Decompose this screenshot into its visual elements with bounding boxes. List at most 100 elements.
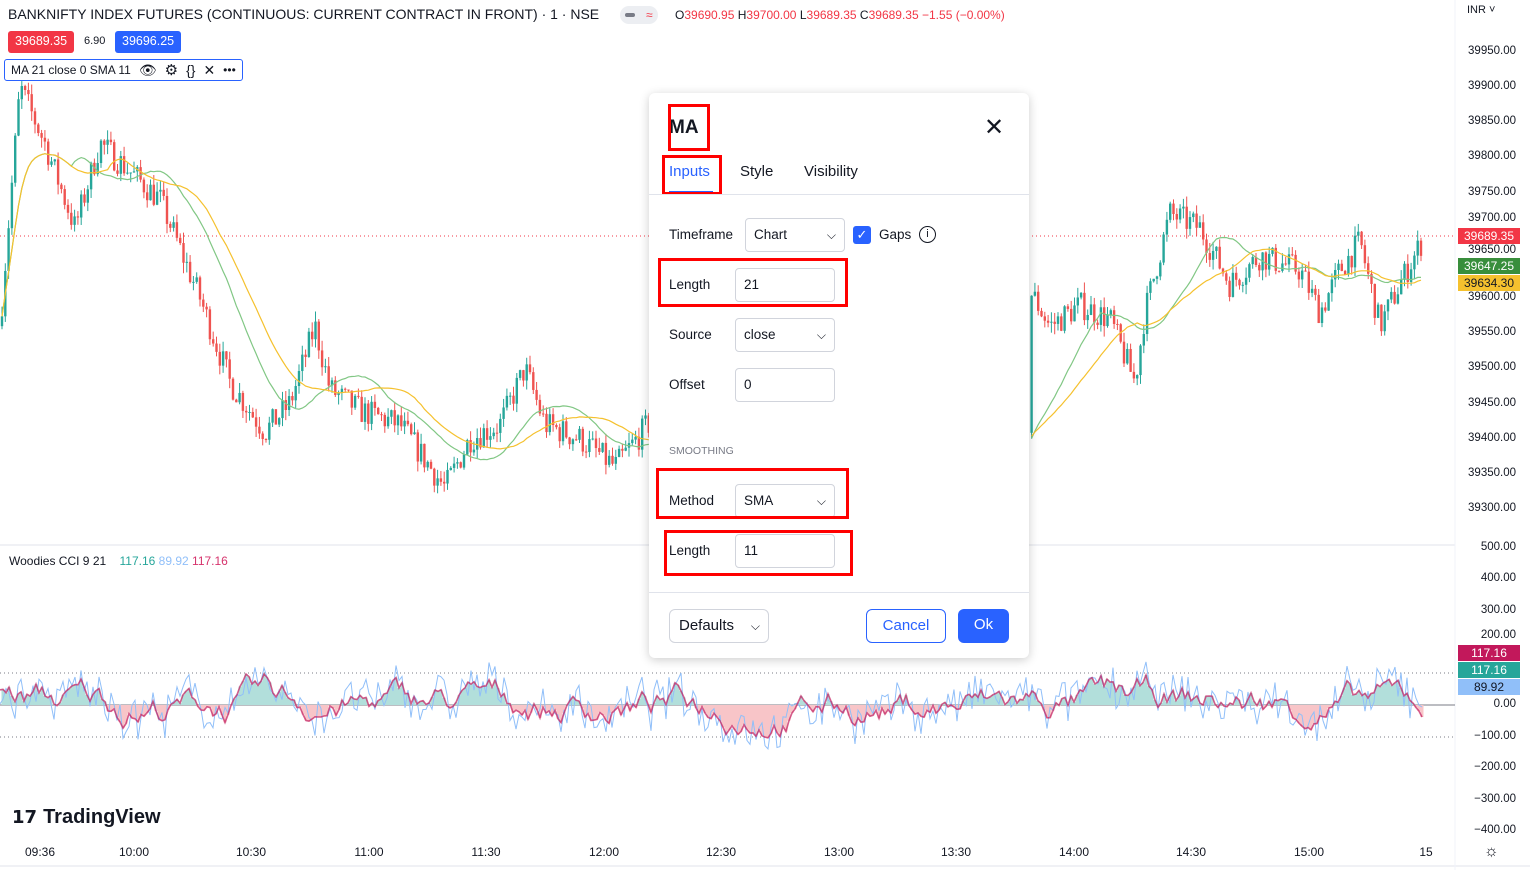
cci-histogram-bar <box>427 702 431 705</box>
candle-body <box>1073 305 1076 322</box>
cci-histogram-bar <box>1378 686 1382 705</box>
candle-body <box>1152 278 1155 282</box>
cci-histogram-bar <box>874 705 878 711</box>
cci-histogram-bar <box>1174 700 1178 705</box>
cci-histogram-bar <box>886 705 890 710</box>
candle-body <box>357 395 360 397</box>
tradingview-logo[interactable]: 𝟭𝟳 TradingView <box>12 806 161 828</box>
currency-select[interactable]: INR ˅ <box>1467 4 1496 16</box>
buy-button[interactable]: 39696.25 <box>115 31 182 53</box>
tab-inputs[interactable]: Inputs <box>669 163 710 180</box>
cci-histogram-bar <box>1324 705 1328 718</box>
settings-icon[interactable]: ☼ <box>1484 843 1499 860</box>
wave-icon: ≈ <box>646 8 653 22</box>
cci-histogram-bar <box>250 684 254 705</box>
cci-histogram-bar <box>1120 686 1124 705</box>
candle-body <box>1040 310 1043 317</box>
cci-histogram-bar <box>1327 705 1331 709</box>
visibility-toggle[interactable]: ≈ <box>620 6 658 24</box>
cancel-button[interactable]: Cancel <box>866 609 946 643</box>
cci-histogram-bar <box>382 693 386 705</box>
candle-body <box>1353 235 1357 268</box>
cci-histogram-bar <box>394 677 398 705</box>
cci-histogram-bar <box>142 705 146 717</box>
candle-body <box>1238 279 1241 286</box>
candle-body <box>598 448 601 452</box>
cci-histogram-bar <box>235 694 239 705</box>
cci-histogram-bar <box>553 705 557 711</box>
cci-histogram-bar <box>1393 682 1397 705</box>
timeframe-select[interactable]: Chart ⌵ <box>745 218 845 252</box>
candle-body <box>459 462 462 468</box>
cci-histogram-bar <box>460 690 464 705</box>
cci-histogram-bar <box>1126 695 1130 705</box>
candle-body <box>1053 321 1056 324</box>
info-icon[interactable]: i <box>919 226 936 243</box>
symbol-title[interactable]: BANKNIFTY INDEX FUTURES (CONTINUOUS: CUR… <box>8 6 600 22</box>
candle-body <box>1396 294 1400 304</box>
candle-body <box>1363 245 1367 264</box>
cci-histogram-bar <box>400 682 404 705</box>
candle-body <box>410 424 413 435</box>
candle-body <box>50 161 53 165</box>
cci-histogram-bar <box>115 705 119 718</box>
braces-icon[interactable]: {} <box>186 62 196 78</box>
sell-button[interactable]: 39689.35 <box>8 31 75 53</box>
candle-body <box>1274 247 1277 271</box>
close-icon[interactable]: ✕ <box>203 61 216 78</box>
cci-histogram-bar <box>355 699 359 705</box>
candle-body <box>1178 208 1182 220</box>
tab-visibility[interactable]: Visibility <box>804 163 858 180</box>
offset-input[interactable]: 0 <box>735 368 835 402</box>
cci-histogram-bar <box>910 705 914 711</box>
cci-histogram-bar <box>991 694 995 705</box>
smoothing-length-input[interactable]: 11 <box>735 534 835 568</box>
cci-histogram-bar <box>862 705 866 722</box>
length-input[interactable]: 21 <box>735 268 835 302</box>
candle-body <box>1403 263 1406 280</box>
defaults-button[interactable]: Defaults ⌵ <box>669 609 769 643</box>
close-icon[interactable]: ✕ <box>984 114 1005 141</box>
indicator-legend[interactable]: MA 21 close 0 SMA 11 👁 ⚙ {} ✕ ••• <box>4 59 243 81</box>
source-select[interactable]: close ⌵ <box>735 318 835 352</box>
cci-legend[interactable]: Woodies CCI 9 21 117.16 89.92 117.16 <box>9 554 228 568</box>
candle-body <box>1089 304 1093 315</box>
gear-icon[interactable]: ⚙ <box>164 62 179 79</box>
candle-body <box>1241 284 1244 286</box>
cci-histogram-bar <box>70 685 74 705</box>
candle-body <box>522 370 525 381</box>
candle-body <box>205 306 208 310</box>
cci-histogram-bar <box>1093 683 1097 705</box>
cci-histogram-bar <box>1009 696 1013 705</box>
cci-histogram-bar <box>283 692 287 705</box>
cci-histogram-bar <box>592 705 596 721</box>
cci-histogram-bar <box>757 705 761 730</box>
cci-histogram-bar <box>1291 705 1295 719</box>
candle-body <box>1310 288 1314 293</box>
candle-body <box>231 378 235 400</box>
candle-body <box>53 159 56 162</box>
candle-body <box>172 222 175 228</box>
candle-body <box>159 189 162 192</box>
cci-histogram-bar <box>520 705 524 715</box>
ok-button[interactable]: Ok <box>958 609 1009 643</box>
cci-histogram-bar <box>967 694 971 705</box>
cci-histogram-bar <box>187 688 191 705</box>
more-icon[interactable]: ••• <box>223 63 236 77</box>
candle-body <box>1380 304 1383 332</box>
cci-histogram-bar <box>772 705 776 726</box>
cci-axis-label: 300.00 <box>1480 604 1516 616</box>
tab-style[interactable]: Style <box>740 163 774 180</box>
candle-body <box>489 436 492 440</box>
candle-body <box>452 463 456 468</box>
cci-histogram-bar <box>721 705 725 728</box>
cci-histogram-bar <box>37 692 41 705</box>
gaps-checkbox[interactable]: ✓ <box>853 226 871 244</box>
cci-histogram-bar <box>412 696 416 705</box>
cci-histogram-bar <box>1096 681 1100 705</box>
candle-body <box>1056 316 1060 324</box>
candle-body <box>614 456 617 464</box>
cci-histogram-bar <box>1402 695 1406 705</box>
eye-icon[interactable]: 👁 <box>138 61 157 78</box>
